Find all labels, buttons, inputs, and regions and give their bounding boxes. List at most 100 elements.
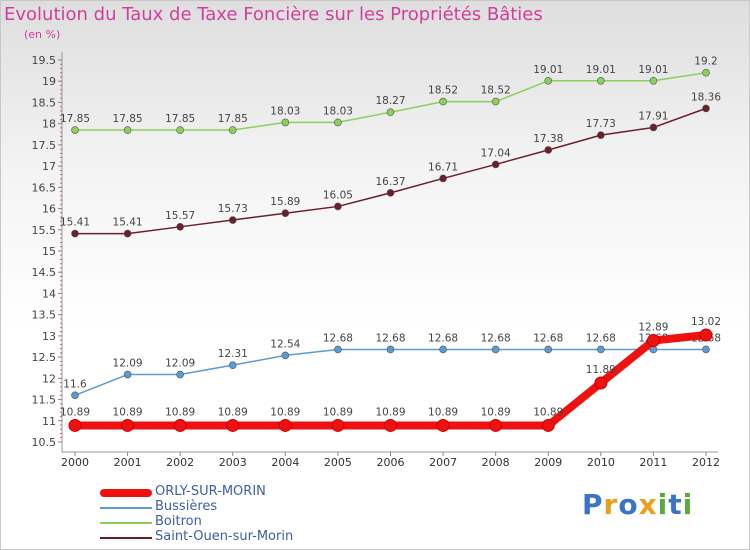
logo-letter: r — [603, 488, 619, 521]
data-label: 15.41 — [113, 217, 143, 229]
data-label: 12.68 — [481, 332, 511, 344]
data-point — [334, 345, 342, 354]
data-label: 12.68 — [586, 332, 616, 344]
data-label: 12.68 — [428, 332, 458, 344]
data-label: 19.2 — [694, 56, 717, 68]
logo-letter: t — [668, 488, 683, 521]
y-tick-label: 19.5 — [32, 54, 57, 67]
data-label: 17.91 — [638, 110, 668, 122]
data-point — [71, 391, 79, 400]
y-tick-label: 11.5 — [32, 394, 57, 407]
data-point — [439, 174, 447, 183]
data-label: 12.09 — [165, 358, 195, 370]
data-point — [121, 418, 135, 432]
data-point — [597, 345, 605, 354]
data-label: 15.73 — [218, 203, 248, 215]
data-label: 17.38 — [533, 133, 563, 145]
data-point — [597, 76, 605, 85]
data-point — [386, 108, 395, 117]
data-point — [699, 328, 713, 342]
data-point — [594, 376, 608, 390]
x-tick-label: 2002 — [166, 456, 194, 469]
data-point — [228, 216, 237, 224]
x-tick-label: 2000 — [61, 456, 89, 469]
data-label: 16.05 — [323, 189, 353, 201]
x-tick-label: 2001 — [114, 456, 142, 469]
data-label: 10.89 — [270, 406, 300, 418]
data-label: 10.89 — [218, 406, 248, 418]
data-label: 12.68 — [323, 332, 353, 344]
data-point — [123, 370, 132, 379]
y-tick-label: 15.5 — [32, 224, 57, 237]
data-label: 15.89 — [270, 196, 300, 208]
data-label: 12.89 — [638, 322, 668, 334]
data-point — [334, 118, 342, 127]
data-label: 11.6 — [63, 378, 87, 390]
data-label: 12.68 — [375, 332, 405, 344]
data-point — [173, 418, 187, 432]
x-tick-label: 2005 — [324, 456, 352, 469]
legend-label-orly: ORLY-SUR-MORIN — [155, 484, 266, 499]
y-tick-label: 10.5 — [32, 436, 57, 449]
x-tick-label: 2010 — [587, 456, 615, 469]
y-tick-label: 17.5 — [32, 139, 57, 152]
data-label: 15.57 — [165, 210, 195, 222]
data-point — [439, 97, 447, 106]
x-tick-label: 2004 — [271, 456, 299, 469]
data-label: 17.85 — [113, 113, 143, 125]
data-label: 12.68 — [533, 332, 563, 344]
data-label: 18.27 — [375, 95, 405, 107]
data-point — [646, 334, 660, 348]
data-point — [649, 123, 658, 132]
data-label: 19.01 — [533, 64, 563, 76]
data-point — [544, 76, 553, 85]
data-point — [649, 76, 658, 85]
x-tick-label: 2009 — [534, 456, 562, 469]
data-label: 18.52 — [481, 85, 511, 97]
data-label: 12.31 — [218, 348, 248, 360]
logo-letter: x — [638, 488, 658, 521]
data-point — [281, 118, 290, 127]
y-tick-label: 16.5 — [32, 181, 57, 194]
data-label: 10.89 — [113, 406, 143, 418]
data-label: 17.85 — [60, 113, 90, 125]
data-label: 19.01 — [586, 64, 616, 76]
logo-letter: P — [582, 488, 604, 521]
data-point — [489, 418, 503, 432]
data-label: 17.04 — [481, 147, 511, 159]
x-tick-label: 2006 — [377, 456, 405, 469]
data-label: 15.41 — [60, 217, 90, 229]
data-point — [281, 351, 290, 360]
data-label: 13.02 — [691, 316, 721, 328]
y-tick-label: 15 — [42, 245, 56, 258]
legend-label-bussieres: Bussières — [155, 499, 218, 514]
y-tick-label: 14.5 — [32, 266, 57, 279]
y-tick-label: 18.5 — [32, 96, 57, 109]
data-label: 10.89 — [375, 406, 405, 418]
data-point — [544, 146, 553, 154]
data-label: 12.54 — [270, 338, 300, 350]
y-tick-label: 11 — [42, 415, 56, 428]
data-label: 18.03 — [270, 105, 300, 117]
data-point — [176, 223, 184, 231]
data-point — [71, 229, 79, 238]
data-point — [384, 418, 397, 432]
data-label: 17.85 — [165, 113, 195, 125]
data-point — [334, 202, 342, 211]
data-point — [702, 104, 710, 113]
data-point — [491, 345, 500, 354]
data-point — [176, 126, 184, 134]
data-label: 17.73 — [586, 118, 616, 130]
y-tick-label: 12 — [42, 372, 56, 385]
chart-title: Evolution du Taux de Taxe Foncière sur l… — [4, 4, 543, 25]
data-label: 16.71 — [428, 161, 458, 173]
data-label: 10.89 — [60, 406, 90, 418]
y-tick-label: 17 — [42, 160, 56, 173]
data-label: 11.89 — [586, 364, 616, 376]
data-label: 18.03 — [323, 105, 353, 117]
data-label: 18.52 — [428, 85, 458, 97]
y-tick-label: 13 — [42, 330, 56, 343]
y-tick-label: 18 — [42, 118, 56, 131]
data-point — [541, 418, 555, 432]
